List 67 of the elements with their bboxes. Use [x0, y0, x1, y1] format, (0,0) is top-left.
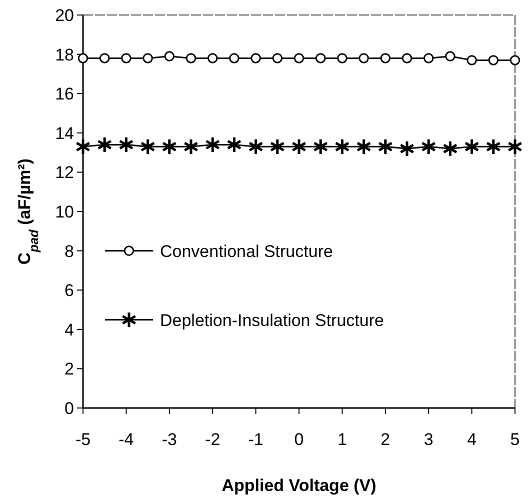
point: [399, 140, 415, 158]
point: [402, 53, 412, 64]
y-tick-label: 8: [64, 242, 74, 261]
point: [162, 138, 177, 156]
y-tick-label: 12: [55, 163, 74, 182]
point: [164, 51, 175, 62]
point: [378, 138, 393, 156]
point: [337, 53, 348, 64]
point: [140, 138, 156, 156]
point: [121, 53, 132, 64]
point: [507, 138, 523, 156]
point: [99, 53, 110, 64]
point: [294, 53, 304, 64]
point: [205, 136, 220, 154]
x-tick-label: -3: [162, 430, 177, 449]
point: [207, 53, 218, 64]
y-tick-label: 18: [55, 45, 74, 64]
x-tick-label: -1: [248, 430, 264, 449]
point: [315, 53, 326, 64]
x-tick-label: 4: [467, 430, 477, 449]
y-tick-label: 2: [64, 360, 74, 379]
y-tick-label: 0: [64, 399, 74, 418]
x-tick-label: 2: [380, 430, 390, 449]
y-tick-label: 20: [55, 6, 74, 25]
point: [421, 138, 436, 156]
point: [270, 138, 285, 156]
point: [466, 55, 477, 66]
legend-label: Conventional Structure: [160, 242, 333, 261]
point: [356, 138, 372, 156]
point: [334, 138, 350, 156]
y-tick-label: 14: [55, 124, 74, 143]
point: [442, 140, 458, 158]
point: [423, 53, 434, 64]
point: [78, 53, 88, 64]
x-tick-label: 5: [510, 430, 520, 449]
point: [380, 53, 391, 64]
x-tick-label: -2: [205, 430, 220, 449]
point: [226, 136, 242, 154]
point: [75, 138, 91, 156]
point: [183, 138, 199, 156]
point: [97, 136, 112, 154]
point: [358, 53, 369, 64]
point: [142, 53, 153, 64]
point: [510, 55, 520, 66]
point: [445, 51, 456, 62]
x-axis-title: Applied Voltage (V): [222, 476, 376, 495]
y-tick-label: 16: [55, 84, 74, 104]
y-tick-label: 4: [64, 320, 74, 340]
point: [250, 53, 261, 64]
point: [118, 136, 134, 154]
point: [488, 55, 499, 66]
y-tick-label: 6: [64, 281, 74, 300]
point: [464, 138, 480, 156]
x-tick-label: 1: [337, 430, 347, 449]
x-tick-label: -5: [75, 430, 91, 449]
y-tick-label: 10: [55, 202, 74, 222]
legend-label: Depletion-Insulation Structure: [160, 310, 384, 330]
x-tick-label: 0: [294, 430, 304, 449]
point: [229, 53, 240, 64]
x-tick-label: 3: [424, 430, 434, 449]
point: [313, 138, 328, 156]
point: [272, 53, 283, 64]
point: [248, 138, 264, 156]
x-tick-label: -4: [118, 430, 134, 449]
point: [486, 138, 501, 156]
point: [186, 53, 196, 64]
point: [291, 138, 307, 156]
